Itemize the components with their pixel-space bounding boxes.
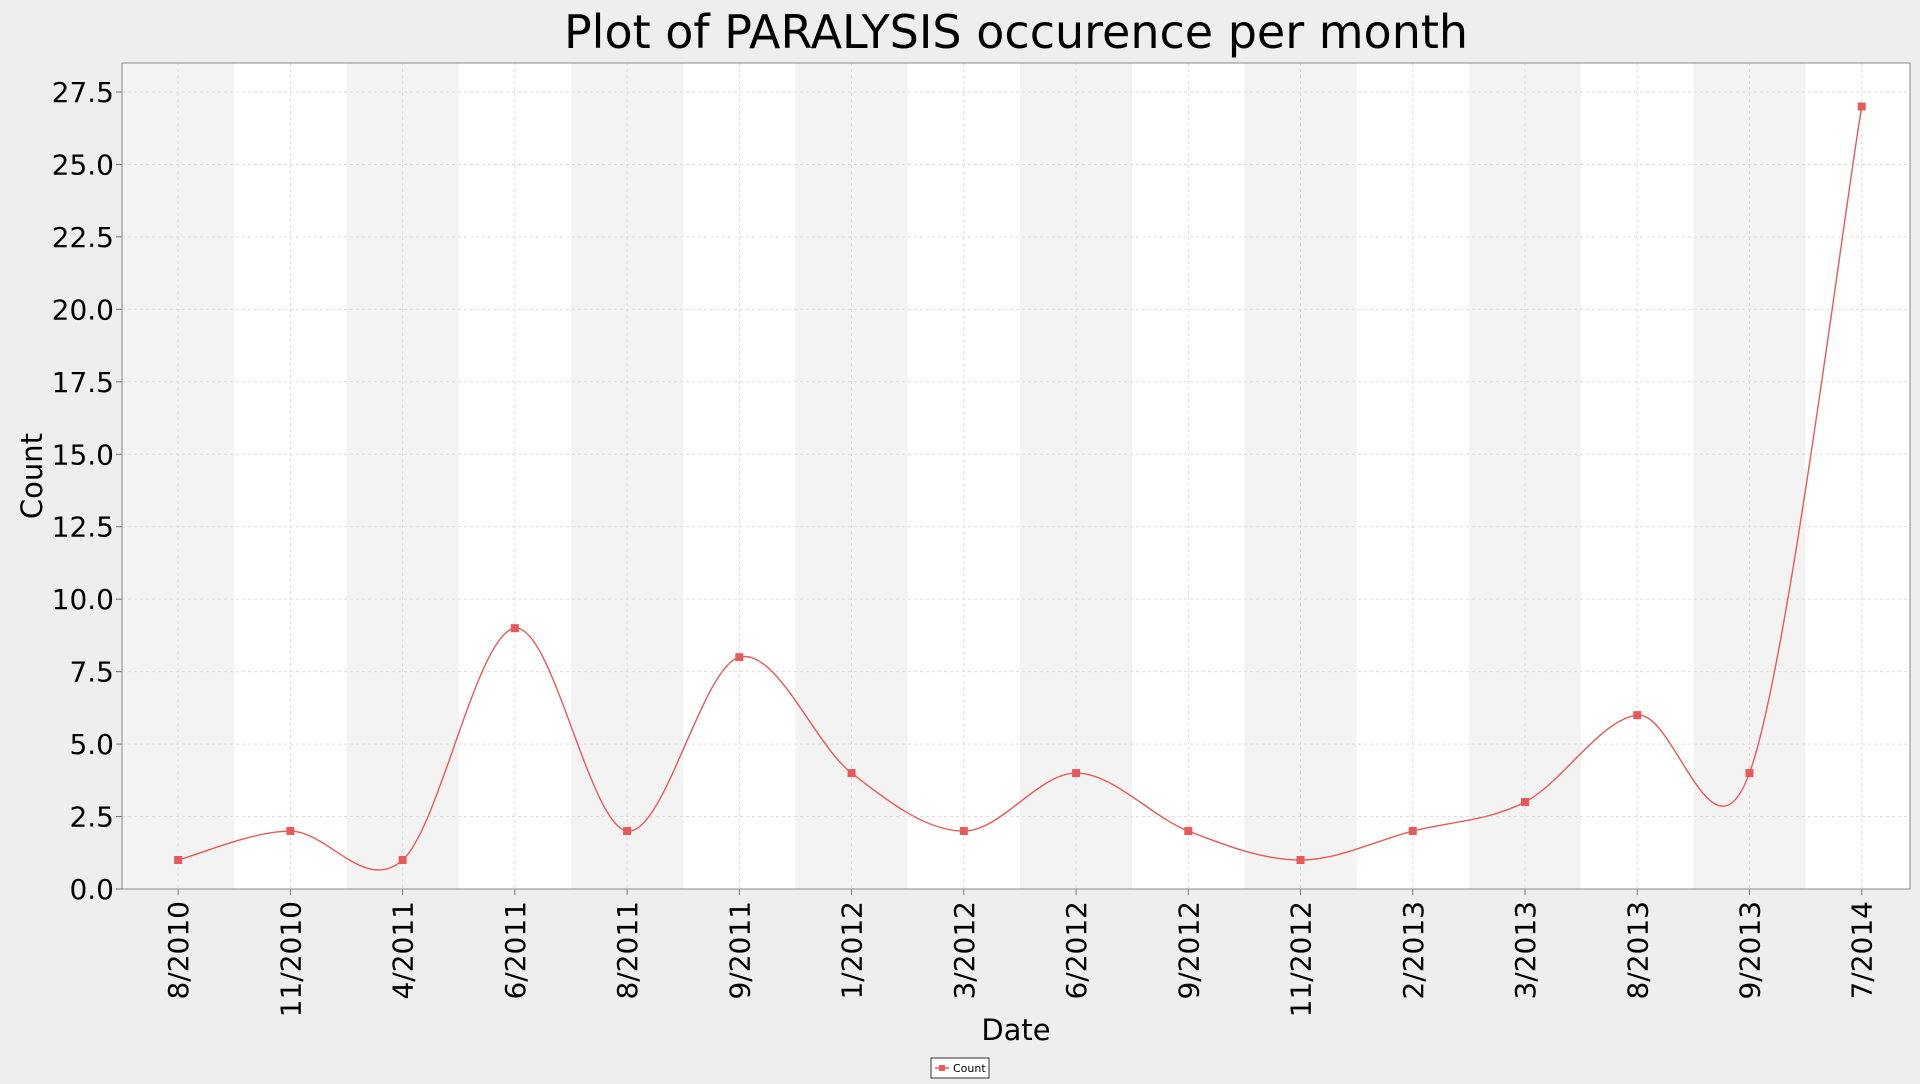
data-point (847, 769, 856, 778)
data-point (1408, 827, 1417, 836)
y-tick-label: 22.5 (52, 221, 114, 254)
x-tick-label: 2/2013 (1397, 901, 1430, 1000)
x-tick-label: 4/2011 (387, 901, 420, 1000)
x-tick-label: 7/2014 (1846, 901, 1879, 1000)
y-tick-label: 27.5 (52, 76, 114, 109)
y-tick-label: 25.0 (52, 148, 114, 181)
data-point (1296, 856, 1305, 865)
x-tick-label: 9/2011 (723, 901, 756, 1000)
x-tick-label: 8/2010 (162, 901, 195, 1000)
y-tick-label: 0.0 (69, 873, 114, 906)
x-tick-label: 6/2012 (1060, 901, 1093, 1000)
y-tick-label: 20.0 (52, 293, 114, 326)
legend-label-count: Count (953, 1062, 986, 1075)
data-point (1857, 102, 1866, 111)
category-band (570, 63, 684, 889)
data-point (959, 827, 968, 836)
series-line-count (177, 106, 1863, 871)
data-point (1745, 769, 1754, 778)
y-tick-label: 10.0 (52, 583, 114, 616)
x-tick-label: 11/2010 (274, 901, 307, 1017)
x-tick-label: 3/2013 (1509, 901, 1542, 1000)
x-tick-label: 1/2012 (836, 901, 869, 1000)
y-axis-label: Count (15, 433, 49, 519)
category-band (1468, 63, 1582, 889)
x-tick-label: 9/2013 (1733, 901, 1766, 1000)
x-tick-label: 11/2012 (1285, 901, 1318, 1017)
data-point (510, 624, 519, 633)
data-point (735, 653, 744, 662)
data-point (1072, 769, 1081, 778)
plot-area: 0.0 2.5 5.0 7.5 10.0 12.5 15.0 17.5 20.0 22.5 25.0… (52, 62, 1911, 1017)
y-tick-label: 12.5 (52, 511, 114, 544)
category-band (1244, 63, 1357, 889)
y-tick-label: 15.0 (52, 438, 114, 471)
x-tick-label: 6/2011 (499, 901, 532, 1000)
data-point (286, 827, 295, 836)
data-point (174, 856, 183, 865)
legend-box (930, 1057, 990, 1079)
category-band (346, 63, 459, 889)
category-band (1019, 63, 1133, 889)
category-band (1693, 63, 1806, 889)
chart-title: Plot of PARALYSIS occurence per month (564, 5, 1468, 59)
legend: Count (930, 1057, 990, 1079)
x-tick-label: 3/2012 (948, 901, 981, 1000)
data-point (1521, 798, 1530, 807)
data-point (1633, 711, 1642, 720)
y-tick-label: 17.5 (52, 366, 114, 399)
x-axis-label: Date (981, 1013, 1050, 1047)
y-tick-label: 5.0 (69, 728, 114, 761)
plot-border (121, 62, 1911, 890)
category-band (795, 63, 908, 889)
data-point (398, 856, 407, 865)
x-tick-label: 8/2013 (1621, 901, 1654, 1000)
y-tick-label: 2.5 (69, 801, 114, 834)
x-tick-label: 8/2011 (611, 901, 644, 1000)
data-point (1184, 827, 1193, 836)
x-tick-label: 9/2012 (1172, 901, 1205, 1000)
y-tick-label: 7.5 (69, 656, 114, 689)
data-point (623, 827, 632, 836)
category-band (122, 63, 235, 889)
legend-marker-swatch (939, 1065, 945, 1071)
